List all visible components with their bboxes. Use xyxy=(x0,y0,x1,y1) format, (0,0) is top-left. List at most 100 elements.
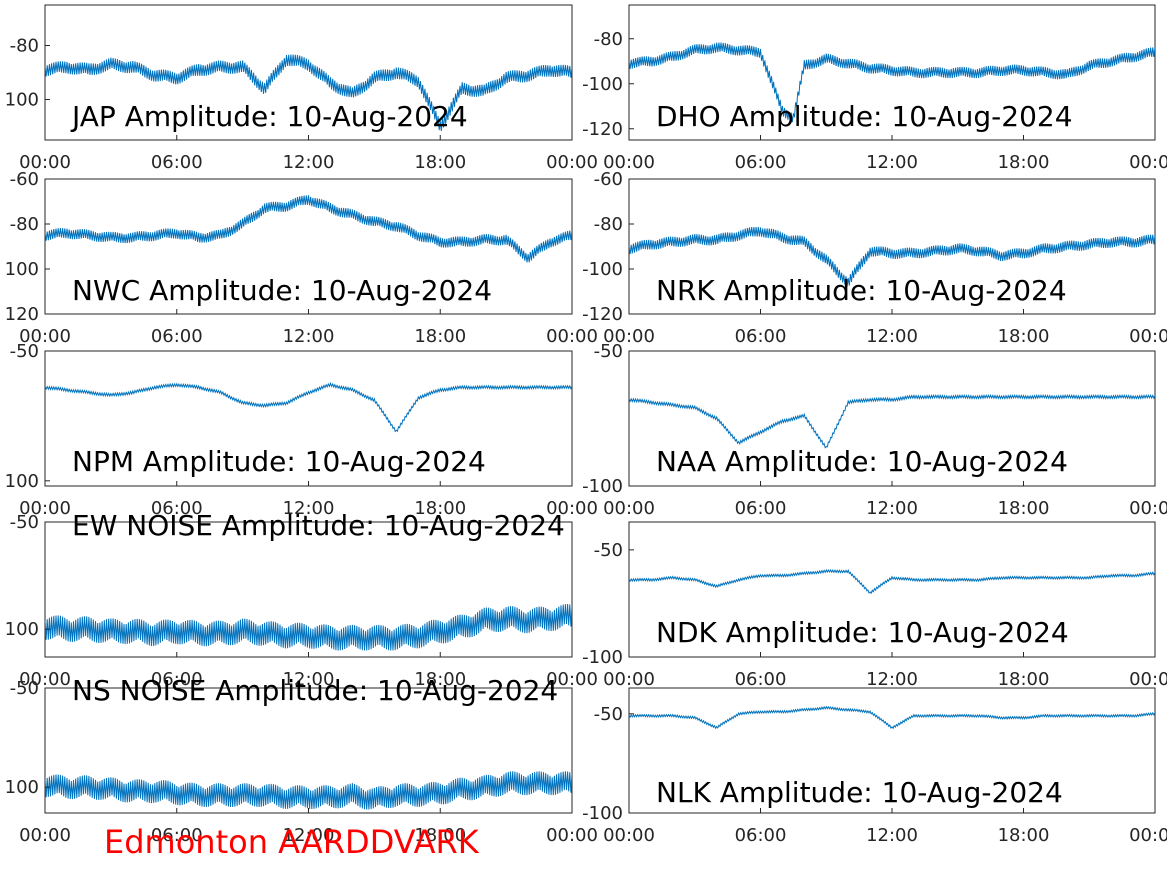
jap-xtick-label: 18:00 xyxy=(414,152,466,173)
nwc-xtick-label: 00:00 xyxy=(546,326,598,347)
nwc-axes-box xyxy=(44,178,573,315)
nrk-xtick-label: 12:00 xyxy=(866,326,918,347)
ns-noise-panel: -50 100 00:00 06:00 12:00 18:00 00:00 NS NOISE … xyxy=(5,674,598,846)
ew-noise-ytick-label: 100 xyxy=(5,619,39,640)
npm-xtick-label: 06:00 xyxy=(151,498,203,519)
naa-xtick-label: 06:00 xyxy=(735,498,787,519)
nwc-xtick-label: 00:00 xyxy=(19,326,71,347)
nlk-xtick-label: 06:00 xyxy=(735,825,787,846)
ns-noise-ytick-label: 100 xyxy=(5,777,39,798)
naa-trace xyxy=(629,393,1155,449)
naa-xtick-label: 18:00 xyxy=(998,498,1050,519)
nlk-xtick-label: 00:00 xyxy=(603,825,655,846)
nrk-xtick-label: 00:00 xyxy=(1129,326,1167,347)
nwc-xtick-label: 18:00 xyxy=(414,326,466,347)
jap-xtick-label: 06:00 xyxy=(151,152,203,173)
nwc-trace xyxy=(45,195,572,263)
dho-xtick-label: 00:00 xyxy=(603,152,655,173)
nrk-ytick-label: -100 xyxy=(582,259,623,280)
nlk-trace xyxy=(629,705,1155,730)
nwc-ytick-label: -60 xyxy=(10,169,39,190)
nrk-trace xyxy=(629,226,1155,287)
jap-xtick-label: 12:00 xyxy=(283,152,335,173)
npm-xtick-label: 00:00 xyxy=(19,498,71,519)
dho-ytick-label: -100 xyxy=(582,74,623,95)
npm-trace xyxy=(45,381,572,433)
nlk-xtick-label: 18:00 xyxy=(998,825,1050,846)
nlk-xtick-label: 00:00 xyxy=(1129,825,1167,846)
ndk-ytick-label: -100 xyxy=(582,647,623,668)
nlk-xtick-label: 12:00 xyxy=(866,825,918,846)
ns-noise-xtick-label: 06:00 xyxy=(151,825,203,846)
dho-xtick-label: 06:00 xyxy=(735,152,787,173)
nrk-panel: -60-80-100-12000:0006:0012:0018:0000:00N… xyxy=(582,169,1167,347)
ew-noise-xtick-label: 00:00 xyxy=(546,669,598,690)
nwc-ytick-label: 100 xyxy=(5,259,39,280)
naa-xtick-label: 00:00 xyxy=(603,498,655,519)
nrk-xtick-label: 06:00 xyxy=(735,326,787,347)
jap-xtick-label: 00:00 xyxy=(546,152,598,173)
ns-noise-panel-title: NS NOISE Amplitude: 10-Aug-2024 xyxy=(72,674,558,707)
ndk-xtick-label: 18:00 xyxy=(998,669,1050,690)
ew-noise-panel: -50 100 00:00 06:00 12:00 18:00 00:00 EW NOISE … xyxy=(5,509,598,690)
jap-ytick-label: 100 xyxy=(5,90,39,111)
npm-panel-title: NPM Amplitude: 10-Aug-2024 xyxy=(72,445,486,478)
nrk-xtick-label: 18:00 xyxy=(998,326,1050,347)
ndk-xtick-label: 00:00 xyxy=(603,669,655,690)
ndk-xtick-label: 00:00 xyxy=(1129,669,1167,690)
naa-xtick-label: 00:00 xyxy=(1129,498,1167,519)
dho-xtick-label: 00:00 xyxy=(1129,152,1167,173)
nrk-ytick-label: -120 xyxy=(582,304,623,325)
naa-ytick-label: -100 xyxy=(582,476,623,497)
dho-panel-title: DHO Amplitude: 10-Aug-2024 xyxy=(656,100,1073,133)
nrk-xtick-label: 00:00 xyxy=(603,326,655,347)
ns-noise-xtick-label: 12:00 xyxy=(283,825,335,846)
ew-noise-xtick-label: 12:00 xyxy=(283,669,335,690)
dho-xtick-label: 18:00 xyxy=(998,152,1050,173)
jap-panel: -80 100 00:00 06:00 12:00 18:00 00:00 JAP Ampli… xyxy=(5,4,598,173)
nlk-ytick-label: -50 xyxy=(594,704,623,725)
ns-noise-xtick-label: 00:00 xyxy=(546,825,598,846)
ew-noise-xtick-label: 18:00 xyxy=(414,669,466,690)
naa-xtick-label: 12:00 xyxy=(866,498,918,519)
ns-noise-ytick-label: -50 xyxy=(10,678,39,699)
nwc-xtick-label: 06:00 xyxy=(151,326,203,347)
ew-noise-panel-title: EW NOISE Amplitude: 10-Aug-2024 xyxy=(72,509,565,542)
ndk-xtick-label: 06:00 xyxy=(735,669,787,690)
nwc-ytick-label: 120 xyxy=(5,304,39,325)
jap-trace xyxy=(45,54,572,132)
ndk-ytick-label: -50 xyxy=(594,540,623,561)
nwc-xtick-label: 12:00 xyxy=(283,326,335,347)
jap-panel-title: JAP Amplitude: 10-Aug-2024 xyxy=(70,100,468,133)
ndk-trace xyxy=(629,568,1155,595)
jap-axes-box xyxy=(44,4,573,141)
npm-xtick-label: 00:00 xyxy=(546,498,598,519)
nrk-ytick-label: -80 xyxy=(594,214,623,235)
ew-noise-ytick-label: -50 xyxy=(10,512,39,533)
station-label: Edmonton AARDDVARK xyxy=(104,823,480,861)
dho-panel: -80-100-12000:0006:0012:0018:0000:00DHO … xyxy=(582,4,1167,173)
naa-panel-title: NAA Amplitude: 10-Aug-2024 xyxy=(656,445,1068,478)
jap-ytick-label: -80 xyxy=(10,36,39,57)
ew-noise-axes-box xyxy=(44,521,573,658)
npm-xtick-label: 18:00 xyxy=(414,498,466,519)
nlk-panel-title: NLK Amplitude: 10-Aug-2024 xyxy=(656,776,1063,809)
ew-noise-trace xyxy=(45,603,572,651)
nrk-axes-box xyxy=(628,178,1156,315)
nlk-axes-box xyxy=(628,687,1156,814)
nlk-ytick-label: -100 xyxy=(582,803,623,824)
dho-ytick-label: -80 xyxy=(594,29,623,50)
ns-noise-trace xyxy=(45,771,572,810)
nrk-panel-title: NRK Amplitude: 10-Aug-2024 xyxy=(656,274,1067,307)
dho-ytick-label: -120 xyxy=(582,119,623,140)
npm-xtick-label: 12:00 xyxy=(283,498,335,519)
dho-trace xyxy=(629,42,1155,123)
ndk-xtick-label: 12:00 xyxy=(866,669,918,690)
ndk-panel-title: NDK Amplitude: 10-Aug-2024 xyxy=(656,616,1069,649)
